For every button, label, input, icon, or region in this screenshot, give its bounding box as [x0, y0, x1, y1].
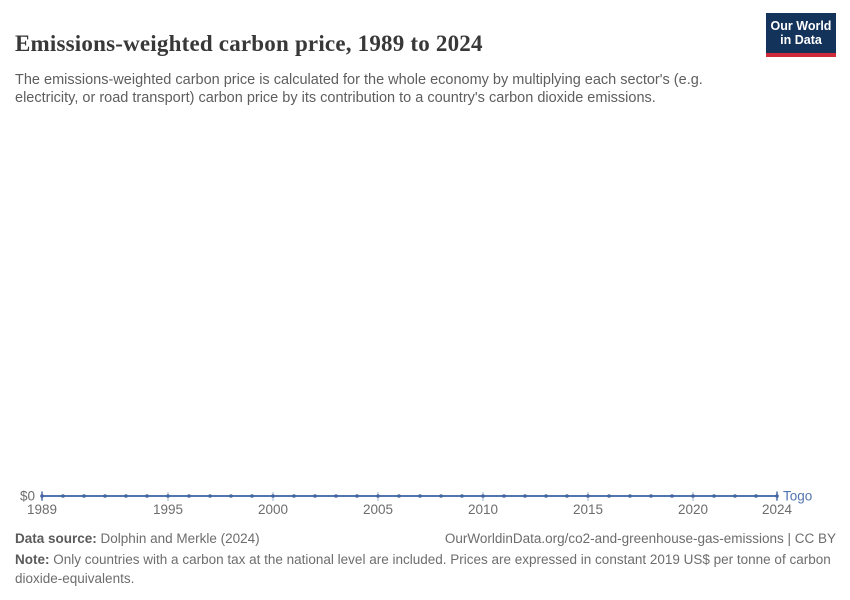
data-point-marker[interactable] [460, 494, 464, 498]
data-point-marker[interactable] [649, 494, 653, 498]
data-point-marker[interactable] [418, 494, 422, 498]
data-source-label: Data source: [15, 531, 97, 546]
data-point-marker[interactable] [250, 494, 254, 498]
owid-citation-link[interactable]: OurWorldinData.org/co2-and-greenhouse-ga… [444, 531, 836, 546]
data-source-text: Dolphin and Merkle (2024) [100, 531, 260, 546]
data-point-marker[interactable] [712, 494, 716, 498]
y-axis-label: $0 [20, 489, 35, 504]
data-point-marker[interactable] [733, 494, 737, 498]
chart-subtitle: The emissions-weighted carbon price is c… [15, 71, 703, 107]
data-point-marker[interactable] [166, 494, 170, 498]
data-point-marker[interactable] [208, 494, 212, 498]
data-point-marker[interactable] [586, 494, 590, 498]
data-point-marker[interactable] [544, 494, 548, 498]
data-point-marker[interactable] [229, 494, 233, 498]
x-axis-label: 1989 [27, 502, 57, 517]
data-point-marker[interactable] [271, 494, 275, 498]
data-point-marker[interactable] [82, 494, 86, 498]
data-point-marker[interactable] [334, 494, 338, 498]
data-point-marker[interactable] [103, 494, 107, 498]
x-axis-label: 2015 [573, 502, 603, 517]
x-axis-label: 2010 [468, 502, 498, 517]
data-point-marker[interactable] [754, 494, 758, 498]
owid-logo[interactable]: Our World in Data [766, 13, 836, 57]
chart-footer: Data source: Dolphin and Merkle (2024) O… [15, 531, 836, 588]
owid-logo-line1: Our World [770, 18, 832, 33]
data-point-marker[interactable] [376, 494, 380, 498]
data-point-marker[interactable] [502, 494, 506, 498]
data-point-marker[interactable] [355, 494, 359, 498]
x-axis-label: 2020 [678, 502, 708, 517]
data-point-marker[interactable] [670, 494, 674, 498]
data-point-marker[interactable] [61, 494, 65, 498]
x-axis-label: 1995 [153, 502, 183, 517]
data-point-marker[interactable] [565, 494, 569, 498]
data-point-marker[interactable] [397, 494, 401, 498]
data-point-marker[interactable] [292, 494, 296, 498]
note-text: Only countries with a carbon tax at the … [15, 552, 831, 586]
entity-label-togo[interactable]: Togo [783, 489, 812, 504]
owid-logo-line2: in Data [780, 33, 822, 47]
page-title: Emissions-weighted carbon price, 1989 to… [15, 31, 483, 57]
data-point-marker[interactable] [691, 494, 695, 498]
data-point-marker[interactable] [313, 494, 317, 498]
data-point-marker[interactable] [145, 494, 149, 498]
data-point-marker[interactable] [187, 494, 191, 498]
x-axis-label: 2024 [762, 502, 793, 517]
data-point-marker[interactable] [439, 494, 443, 498]
note-label: Note: [15, 552, 50, 567]
data-source: Data source: Dolphin and Merkle (2024) [15, 531, 260, 546]
x-axis-label: 2000 [258, 502, 288, 517]
data-point-marker[interactable] [481, 494, 485, 498]
data-point-marker[interactable] [628, 494, 632, 498]
data-point-marker[interactable] [775, 494, 779, 498]
data-point-marker[interactable] [40, 494, 44, 498]
timeseries-chart-canvas[interactable]: 1989 1995 2000 2005 2010 2015 2020 2024 $0 Togo [0, 477, 850, 523]
data-point-marker[interactable] [523, 494, 527, 498]
x-axis-label: 2005 [363, 502, 393, 517]
data-point-marker[interactable] [607, 494, 611, 498]
chart-note: Note: Only countries with a carbon tax a… [15, 551, 836, 588]
data-point-marker[interactable] [124, 494, 128, 498]
